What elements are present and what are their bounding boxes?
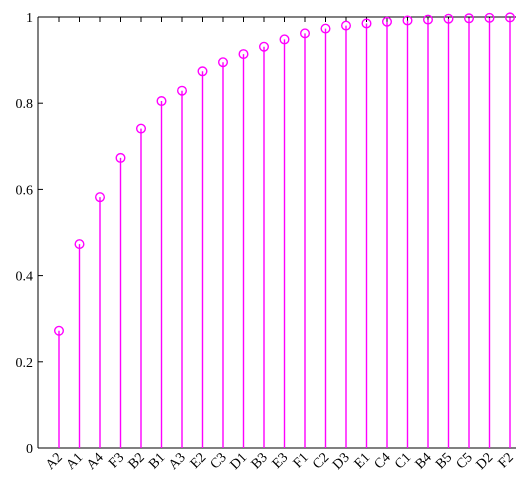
y-axis-ticks: 0 0.2 0.4 0.6 0.8 1 (16, 11, 43, 457)
stem-marker (259, 41, 270, 52)
x-tick-label: C1 (392, 450, 414, 472)
x-tick-label: B2 (126, 450, 148, 472)
stem-marker (402, 15, 413, 26)
stem-marker (484, 12, 495, 23)
y-tick-label: 1 (26, 11, 33, 26)
stem-marker (341, 20, 352, 31)
stem-marker (423, 14, 434, 25)
y-tick-label: 0.8 (16, 97, 34, 112)
x-tick-label: C5 (454, 450, 476, 472)
stem-marker (320, 23, 331, 34)
x-tick-label: F1 (291, 450, 312, 471)
x-tick-label: A4 (84, 450, 107, 473)
stem-marker (74, 239, 85, 250)
x-tick-label: F2 (496, 450, 517, 471)
stem-marker (238, 49, 249, 60)
stem-marker (443, 13, 454, 24)
stem-marker (505, 12, 516, 23)
x-tick-label: D1 (228, 450, 251, 473)
stem-marker (156, 96, 167, 107)
stem-marker (361, 18, 372, 29)
x-tick-label: D3 (330, 450, 353, 473)
x-tick-label: B4 (413, 450, 435, 472)
x-tick-label: B1 (146, 450, 168, 472)
y-tick-label: 0.6 (16, 183, 34, 198)
y-tick-label: 0.2 (16, 356, 34, 371)
chart-axes (37, 16, 516, 449)
y-tick-label: 0 (26, 442, 33, 457)
x-tick-label: B5 (433, 450, 455, 472)
stem-marker (217, 57, 228, 68)
stem-marker (176, 85, 187, 96)
x-tick-label: C4 (372, 450, 394, 472)
x-tick-label: C3 (208, 450, 230, 472)
stem-marker (54, 325, 65, 336)
x-tick-label: E2 (188, 450, 210, 472)
stem-marker (382, 16, 393, 27)
x-tick-label: A3 (166, 450, 189, 473)
stem-marker (94, 192, 105, 203)
stem-marker (135, 123, 146, 134)
x-tick-label: B3 (249, 450, 271, 472)
x-tick-label: F3 (106, 450, 127, 471)
x-tick-label: C2 (310, 450, 332, 472)
stem-marker (279, 34, 290, 45)
x-tick-label: A1 (64, 450, 87, 473)
stems-series (54, 12, 516, 448)
stem-marker (115, 152, 126, 163)
x-tick-label: E3 (270, 450, 292, 472)
x-tick-label: E1 (352, 450, 374, 472)
stem-marker (300, 28, 311, 39)
stem-marker (464, 13, 475, 24)
stem-marker (197, 66, 208, 77)
x-tick-label: A2 (43, 450, 66, 473)
x-tick-label: D2 (474, 450, 497, 473)
y-tick-label: 0.4 (16, 270, 34, 285)
